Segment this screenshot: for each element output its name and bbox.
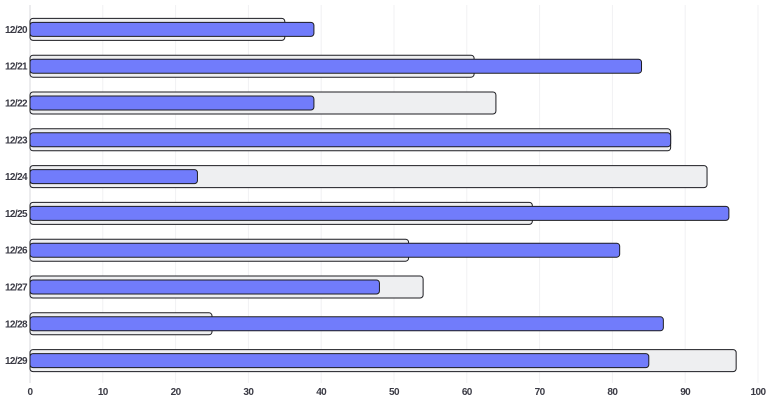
value-bar: [29, 316, 664, 332]
y-tick-label: 12/22: [5, 99, 28, 110]
value-bar: [29, 205, 730, 221]
value-bar: [29, 21, 315, 37]
y-tick-label: 12/24: [5, 172, 28, 183]
x-tick-label: 60: [462, 387, 473, 398]
x-tick-label: 70: [535, 387, 546, 398]
value-bar: [29, 169, 198, 185]
value-bar: [29, 279, 380, 295]
bars: [29, 17, 737, 373]
y-tick-label: 12/20: [5, 25, 28, 36]
x-tick-label: 80: [607, 387, 618, 398]
x-tick-label: 0: [28, 387, 34, 398]
x-axis-labels: 0 10 20 30 40 50 60 70 80 90 100: [28, 387, 768, 398]
y-tick-label: 12/25: [5, 209, 28, 220]
x-tick-label: 20: [171, 387, 182, 398]
y-axis-labels: 12/20 12/21 12/22 12/23 12/24 12/25 12/26 12/27…: [5, 25, 29, 367]
x-tick-label: 10: [98, 387, 109, 398]
y-tick-label: 12/29: [5, 356, 28, 367]
value-bar: [29, 353, 650, 369]
y-tick-label: 12/23: [5, 135, 28, 146]
x-tick-label: 40: [316, 387, 327, 398]
x-tick-label: 90: [680, 387, 691, 398]
y-tick-label: 12/26: [5, 246, 28, 257]
x-tick-label: 50: [389, 387, 400, 398]
value-bar: [29, 58, 643, 74]
value-bar: [29, 132, 672, 148]
y-tick-label: 12/28: [5, 319, 28, 330]
value-bar: [29, 95, 315, 111]
y-tick-label: 12/27: [5, 283, 28, 294]
x-tick-label: 30: [243, 387, 254, 398]
x-tick-label: 100: [751, 387, 767, 398]
value-bar: [29, 242, 621, 258]
y-tick-label: 12/21: [5, 62, 28, 73]
